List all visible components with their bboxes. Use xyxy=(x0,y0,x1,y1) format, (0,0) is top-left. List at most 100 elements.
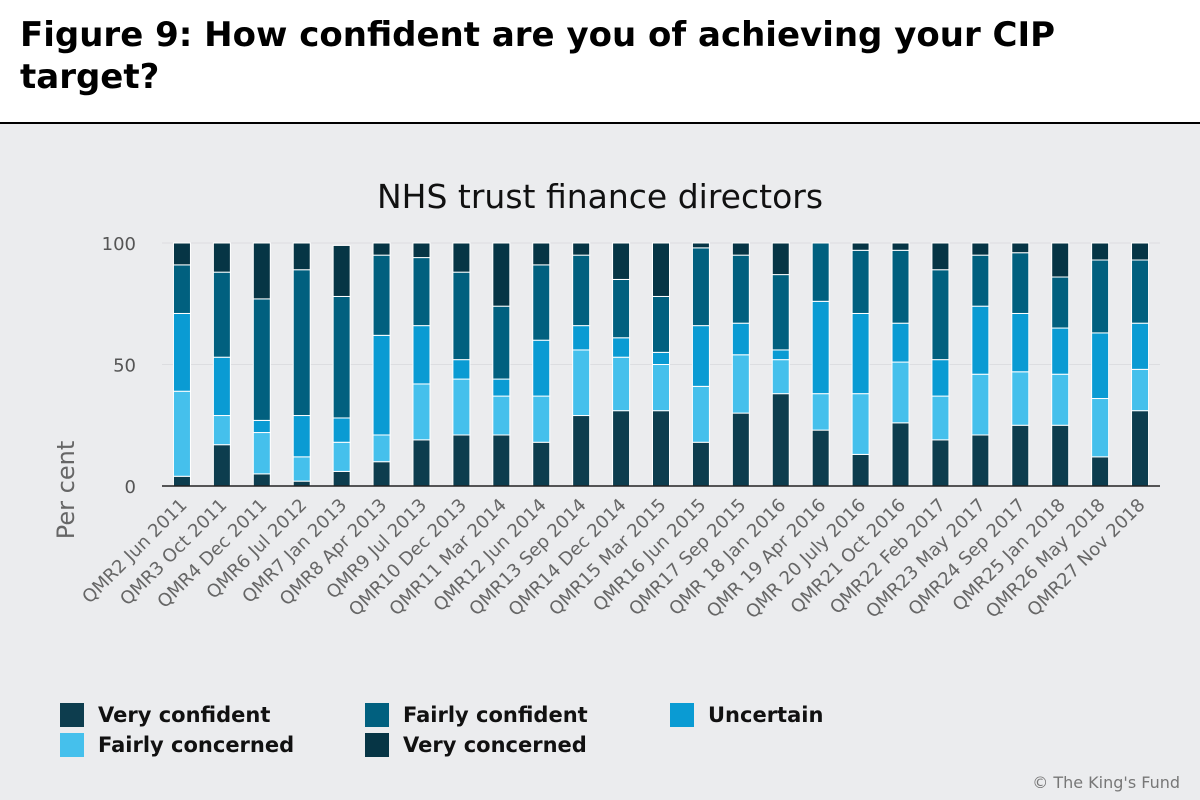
legend-item-uncertain: Uncertain xyxy=(670,700,823,730)
legend-item-very-confident: Very confident xyxy=(60,700,270,730)
bar-segment xyxy=(1131,322,1150,370)
y-tick-label: 50 xyxy=(113,356,136,377)
bar-segment xyxy=(372,334,391,436)
bar-segment xyxy=(332,417,351,443)
bar-segment xyxy=(931,242,950,271)
legend-label: Uncertain xyxy=(708,703,824,727)
bar-segment xyxy=(731,412,750,487)
bar-segment xyxy=(412,439,431,487)
bar-segment xyxy=(1051,276,1070,329)
legend-label: Very concerned xyxy=(403,733,587,757)
bar-segment xyxy=(652,242,670,297)
bar-segment xyxy=(811,300,830,395)
bar-segment xyxy=(212,356,231,417)
bar-segment xyxy=(452,378,471,436)
bar-segment xyxy=(172,390,191,477)
bar-segment xyxy=(492,434,511,487)
bar-segment xyxy=(731,322,750,356)
bar-segment xyxy=(452,271,471,361)
bar-segment xyxy=(1131,410,1150,487)
bar-segment xyxy=(691,385,710,443)
bar-segment xyxy=(412,325,431,385)
bar-segment xyxy=(612,410,631,487)
y-tick-label: 0 xyxy=(125,477,136,498)
bar-segment xyxy=(811,429,830,487)
bar-segment xyxy=(172,475,191,487)
bar-segment xyxy=(691,242,710,249)
bar-segment xyxy=(771,393,790,487)
bar-segment xyxy=(1131,259,1150,324)
bar-segment xyxy=(891,361,910,424)
y-axis-label: Per cent xyxy=(52,441,80,539)
bar-segment xyxy=(452,434,471,487)
bar-segment xyxy=(292,242,311,271)
legend-item-fairly-confident: Fairly confident xyxy=(365,700,588,730)
bar-segment xyxy=(1131,368,1150,412)
bar-segment xyxy=(971,242,990,256)
bar-segment xyxy=(1091,398,1110,458)
legend-label: Very confident xyxy=(98,703,271,727)
bar-segment xyxy=(612,242,631,280)
bar-segment xyxy=(1051,327,1070,375)
legend-swatch-uncertain xyxy=(670,703,694,727)
bar-segment xyxy=(252,419,271,434)
bar-segment xyxy=(1011,371,1030,426)
bar-segment xyxy=(412,242,431,259)
stacked-bar-chart: NHS trust finance directors Per cent 0 50… xyxy=(52,177,1160,623)
bar-segment xyxy=(412,257,431,327)
legend-swatch-very-confident xyxy=(60,703,84,727)
legend-item-fairly-concerned: Fairly concerned xyxy=(60,730,294,760)
legend-label: Fairly concerned xyxy=(98,733,295,757)
bar-segment xyxy=(851,453,870,487)
chart-panel xyxy=(0,124,1200,800)
bar-segment xyxy=(572,349,591,417)
bar-segment xyxy=(891,249,910,324)
bar-segment xyxy=(532,339,551,397)
bar-segment xyxy=(652,295,670,353)
bar-segment xyxy=(731,242,750,256)
title-divider xyxy=(0,122,1200,124)
bar-segment xyxy=(212,242,231,273)
bar-segment xyxy=(891,322,910,363)
bar-segment xyxy=(971,373,990,436)
bar-segment xyxy=(851,393,870,455)
legend: Very confident Fairly confident Uncertai… xyxy=(60,700,960,766)
bar-segment xyxy=(572,242,591,256)
bar-segment xyxy=(452,359,471,380)
bar-segment xyxy=(252,242,271,300)
bar-segment xyxy=(332,441,351,472)
bar-segment xyxy=(172,312,191,392)
bar-segment xyxy=(1011,312,1030,373)
bar-segment xyxy=(212,415,231,446)
bar-segment xyxy=(931,359,950,397)
bar-segment xyxy=(172,242,191,266)
bar-segment xyxy=(332,295,351,419)
bar-segment xyxy=(771,349,790,361)
legend-item-very-concerned: Very concerned xyxy=(365,730,587,760)
bar-segment xyxy=(771,359,790,395)
bar-segment xyxy=(492,378,511,397)
bar-segment xyxy=(332,470,351,487)
bar-segment xyxy=(612,337,631,358)
bar-segment xyxy=(372,461,391,487)
bar-segment xyxy=(1011,242,1030,254)
bar-segment xyxy=(492,242,511,307)
bar-segment xyxy=(931,395,950,441)
bar-segment xyxy=(891,242,910,251)
bar-segment xyxy=(1131,242,1150,261)
bar-segment xyxy=(532,264,551,341)
bar-segment xyxy=(172,264,191,314)
bar-segment xyxy=(811,393,830,431)
bar-segment xyxy=(931,439,950,487)
bar-segment xyxy=(1091,332,1110,400)
bar-segment xyxy=(572,325,591,351)
y-tick-label: 100 xyxy=(102,234,136,255)
bar-segment xyxy=(412,383,431,441)
bar-segment xyxy=(811,242,830,302)
bar-segment xyxy=(612,278,631,339)
legend-label: Fairly confident xyxy=(403,703,588,727)
bar-segment xyxy=(691,441,710,487)
figure-title: Figure 9: How confident are you of achie… xyxy=(20,15,1056,97)
bar-segment xyxy=(252,298,271,421)
